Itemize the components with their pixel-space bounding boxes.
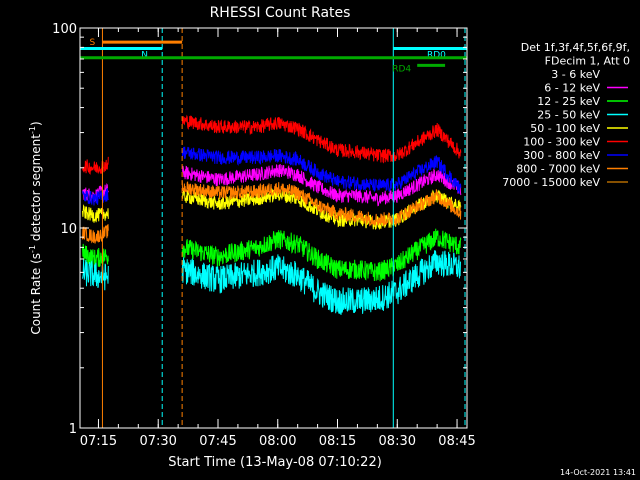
series-line (181, 114, 462, 164)
series-line (181, 180, 462, 227)
x-tick-label: 08:00 (259, 434, 296, 449)
legend-label: 25 - 50 keV (537, 109, 600, 122)
x-tick-label: 07:30 (139, 434, 176, 449)
attenuator-label: RD0 (427, 50, 446, 60)
footer-timestamp: 14-Oct-2021 13:41 (560, 468, 636, 477)
y-axis-label-part: detector segment (29, 134, 43, 245)
legend-header: Det 1f,3f,4f,5f,6f,9f, (521, 41, 630, 54)
series-line (82, 156, 109, 175)
y-axis-label: Count Rate (s-1 detector segment-1) (28, 121, 43, 334)
y-tick-label: 1 (69, 422, 77, 437)
attenuator-label: N (141, 50, 148, 60)
x-tick-label: 08:15 (319, 434, 356, 449)
y-axis-label-part: Count Rate (s (29, 253, 43, 335)
y-axis: 1 10 100 (52, 22, 467, 437)
legend-header: FDecim 1, Att 0 (545, 55, 630, 68)
y-axis-label-part: ) (29, 121, 43, 126)
series-line (82, 204, 109, 223)
x-tick-label: 07:15 (80, 434, 117, 449)
series-line (181, 250, 461, 315)
series-line (82, 243, 109, 269)
y-axis-label-superscript: -1 (28, 126, 37, 134)
series-line (181, 228, 462, 282)
chart-title: RHESSI Count Rates (210, 5, 351, 21)
series-line (181, 146, 462, 194)
attenuator-label: RD4 (392, 64, 411, 74)
legend: Det 1f,3f,4f,5f,6f,9f,FDecim 1, Att 03 -… (502, 41, 630, 189)
legend-label: 50 - 100 keV (530, 122, 600, 135)
series-line (82, 187, 109, 206)
attenuator-label: S (89, 38, 95, 48)
legend-label: 300 - 800 keV (523, 149, 600, 162)
y-tick-label: 100 (52, 22, 77, 37)
legend-label: 800 - 7000 keV (516, 163, 600, 176)
x-axis-label: Start Time (13-May-08 07:10:22) (168, 455, 382, 470)
x-tick-label: 08:45 (438, 434, 475, 449)
x-axis: 07:15 07:30 07:45 08:00 08:15 08:30 08:45 (80, 28, 476, 449)
plot-area: S N RD0 RD4 (79, 28, 467, 428)
legend-label: 100 - 300 keV (523, 136, 600, 149)
y-axis-label-superscript: -1 (28, 245, 37, 253)
series-line (181, 186, 462, 231)
series-line (181, 163, 462, 207)
legend-label: 7000 - 15000 keV (502, 176, 600, 189)
series-line (82, 224, 109, 244)
series-line (181, 211, 462, 267)
y-tick-label: 10 (60, 222, 77, 237)
x-tick-label: 07:45 (199, 434, 236, 449)
series-line (82, 259, 109, 291)
legend-label: 12 - 25 keV (537, 95, 600, 108)
legend-label: 6 - 12 keV (544, 82, 600, 95)
legend-label: 3 - 6 keV (551, 68, 600, 81)
x-tick-label: 08:30 (379, 434, 416, 449)
